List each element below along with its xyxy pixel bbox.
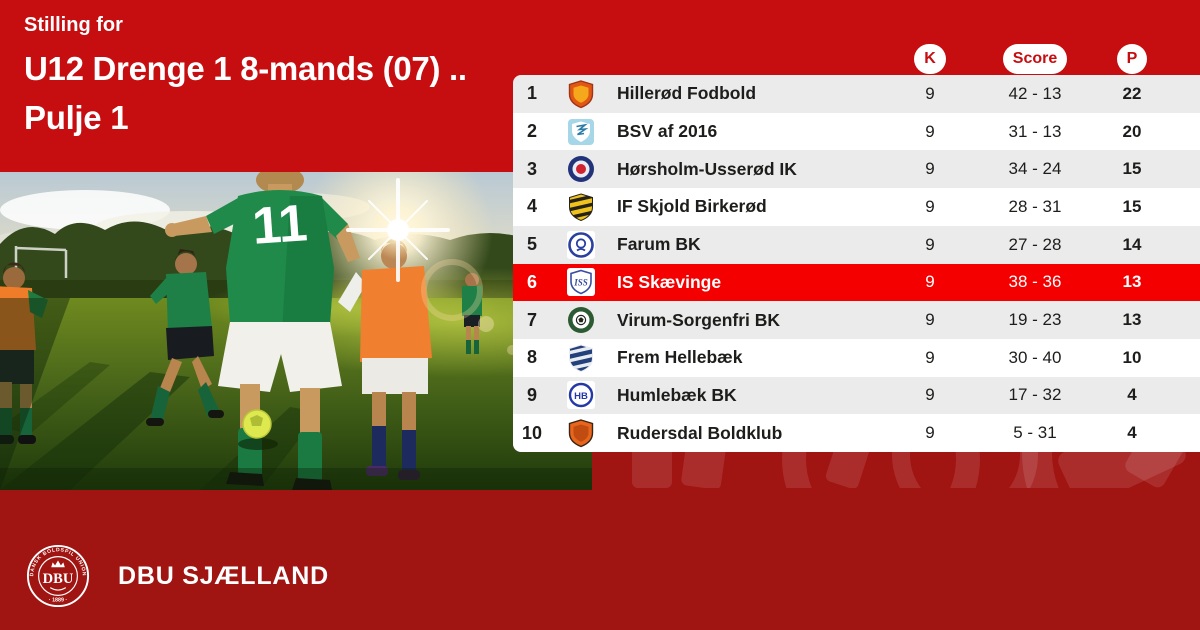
- matches-cell: 9: [925, 234, 935, 254]
- position-cell: 8: [526, 347, 537, 368]
- emblem-crown-icon: [51, 560, 65, 568]
- club-name: IS Skævinge: [617, 271, 722, 292]
- horsholm-usserod-ik-crest-icon: [551, 154, 611, 184]
- page-title-line2: Pulje 1: [24, 99, 129, 136]
- club-name: Farum BK: [617, 234, 701, 255]
- matches-cell: 9: [925, 83, 935, 103]
- club-name: IF Skjold Birkerød: [617, 196, 767, 217]
- score-cell: 31 - 13: [1008, 121, 1062, 141]
- table-row: 3 Hørsholm-Usserød IK 9 34 - 24 15: [513, 150, 1200, 189]
- points-cell: 13: [1122, 310, 1142, 330]
- points-cell: 20: [1122, 121, 1142, 141]
- points-cell: 13: [1122, 272, 1142, 292]
- table-row: 1 Hillerød Fodbold 9 42 - 13 22: [513, 75, 1200, 113]
- table-row: 9 HB Humlebæk BK 9 17 - 32 4: [513, 376, 1200, 415]
- virum-sorgenfri-bk-crest-icon: [551, 305, 611, 335]
- club-name: Hørsholm-Usserød IK: [617, 158, 797, 179]
- column-badge-points: P: [1116, 44, 1148, 74]
- table-row: 6 ISS IS Skævinge 9 38 - 36 13: [513, 263, 1200, 302]
- position-cell: 3: [526, 158, 537, 179]
- bsv-af-2016-crest-icon: [551, 117, 611, 147]
- position-cell: 4: [526, 196, 537, 217]
- score-cell: 28 - 31: [1008, 196, 1062, 216]
- header-block: Stilling for U12 Drenge 1 8-mands (07) .…: [24, 14, 467, 142]
- club-name: Humlebæk BK: [617, 384, 737, 405]
- score-cell: 42 - 13: [1008, 83, 1062, 103]
- page-title-line1: U12 Drenge 1 8-mands (07) ..: [24, 50, 467, 87]
- position-cell: 2: [526, 121, 537, 142]
- points-cell: 15: [1122, 196, 1142, 216]
- position-cell: 6: [526, 271, 537, 292]
- position-cell: 1: [526, 83, 537, 104]
- frem-hellebaek-crest-icon: [551, 343, 611, 373]
- position-cell: 5: [526, 234, 537, 255]
- score-cell: 30 - 40: [1008, 347, 1062, 367]
- table-row: 8 Frem Hellebæk 9 30 - 40 10: [513, 338, 1200, 377]
- svg-text:HB: HB: [574, 391, 588, 402]
- column-badge-matches: K: [914, 44, 946, 74]
- club-name: Hillerød Fodbold: [617, 83, 757, 104]
- matches-cell: 9: [925, 310, 935, 330]
- photo-ball: [238, 409, 278, 450]
- score-cell: 27 - 28: [1008, 234, 1062, 254]
- kicker-text: Stilling for: [24, 14, 123, 36]
- is-skaevinge-crest-icon: ISS: [551, 267, 611, 297]
- points-cell: 4: [1127, 423, 1137, 443]
- matches-cell: 9: [925, 347, 935, 367]
- table-header: K Score P: [513, 43, 1200, 75]
- matches-cell: 9: [925, 196, 935, 216]
- score-cell: 17 - 32: [1008, 385, 1062, 405]
- club-name: Frem Hellebæk: [617, 347, 743, 368]
- score-cell: 38 - 36: [1008, 272, 1062, 292]
- emblem-year: · 1889 ·: [49, 598, 68, 604]
- table-row: 2 BSV af 2016 9 31 - 13 20: [513, 112, 1200, 151]
- footer-brand: DANSK BOLDSPIL UNION · 1889 · DBU DBU SJ…: [26, 544, 329, 608]
- matches-cell: 9: [925, 159, 935, 179]
- standings-rows: 1 Hillerød Fodbold 9 42 - 13 22 2 BSV af 2016 9…: [513, 75, 1200, 452]
- club-name: Virum-Sorgenfri BK: [617, 309, 781, 330]
- farum-bk-crest-icon: [551, 230, 611, 260]
- column-badge-score: Score: [1002, 44, 1068, 74]
- table-row: 5 Farum BK 9 27 - 28 14: [513, 225, 1200, 264]
- points-cell: 15: [1122, 159, 1142, 179]
- brand-name: DBU SJÆLLAND: [118, 561, 329, 590]
- photo-player-runner: [146, 249, 224, 426]
- emblem-center-text: DBU: [43, 571, 74, 587]
- rudersdal-boldklub-crest-icon: [551, 418, 611, 448]
- standings-table: K Score P 1 Hillerød Fodbold 9 42 - 13 22 2 BS…: [513, 43, 1200, 452]
- svg-text:ISS: ISS: [573, 278, 588, 288]
- matches-cell: 9: [925, 272, 935, 292]
- hillerod-fodbold-crest-icon: [551, 79, 611, 109]
- points-cell: 4: [1127, 385, 1137, 405]
- dbu-emblem-icon: DANSK BOLDSPIL UNION · 1889 · DBU: [26, 544, 90, 608]
- position-cell: 10: [521, 422, 543, 443]
- club-name: BSV af 2016: [617, 121, 718, 142]
- table-row: 4 IF Skjold Birkerød 9 28 - 31 15: [513, 188, 1200, 226]
- photo-player-distant: [462, 273, 482, 354]
- humlebaek-bk-crest-icon: HB: [551, 380, 611, 410]
- if-skjold-birkerod-crest-icon: [551, 192, 611, 222]
- matches-cell: 9: [925, 121, 935, 141]
- position-cell: 9: [526, 384, 537, 405]
- score-cell: 19 - 23: [1008, 310, 1062, 330]
- matches-cell: 9: [925, 385, 935, 405]
- position-cell: 7: [526, 309, 537, 330]
- table-row: 7 Virum-Sorgenfri BK 9 19 - 23 13: [513, 301, 1200, 339]
- points-cell: 10: [1122, 347, 1142, 367]
- points-cell: 14: [1122, 234, 1142, 254]
- points-cell: 22: [1122, 83, 1142, 103]
- score-cell: 34 - 24: [1008, 159, 1062, 179]
- svg-text:11: 11: [250, 194, 309, 256]
- photo-player-left: [0, 262, 48, 444]
- photo-player-orange: [338, 239, 432, 480]
- table-row: 10 Rudersdal Boldklub 9 5 - 31 4: [513, 414, 1200, 452]
- club-name: Rudersdal Boldklub: [617, 422, 783, 443]
- matches-cell: 9: [925, 423, 935, 443]
- photo-sun-flare: [346, 178, 517, 355]
- score-cell: 5 - 31: [1013, 423, 1057, 443]
- hero-photo: 11: [0, 172, 592, 490]
